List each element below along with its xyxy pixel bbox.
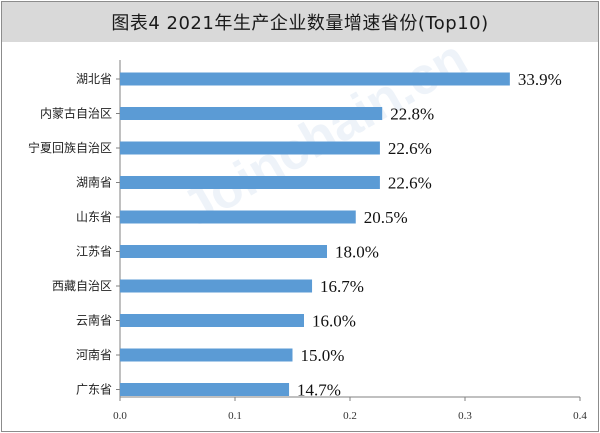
data-label: 22.6% — [388, 139, 432, 158]
data-label: 15.0% — [301, 346, 345, 365]
bar — [120, 279, 313, 293]
category-label: 山东省 — [76, 210, 112, 224]
data-label: 16.7% — [320, 277, 364, 296]
bar — [120, 383, 290, 396]
category-label: 广东省 — [76, 383, 112, 397]
bar — [120, 72, 510, 86]
category-label: 江苏省 — [76, 245, 112, 259]
category-label: 湖南省 — [76, 175, 112, 190]
bar — [120, 210, 356, 224]
category-label: 湖北省 — [76, 71, 112, 86]
chart-title: 图表4 2021年生产企业数量增速省份(Top10) — [111, 13, 489, 34]
x-tick-label: 0.2 — [343, 410, 357, 422]
data-label: 22.8% — [390, 105, 434, 124]
data-label: 14.7% — [297, 381, 341, 400]
x-tick-label: 0.4 — [573, 410, 587, 422]
data-label: 33.9% — [518, 70, 562, 89]
title-bar: 图表4 2021年生产企业数量增速省份(Top10) — [2, 2, 598, 42]
data-label: 16.0% — [312, 312, 356, 331]
x-tick-label: 0.3 — [458, 410, 472, 422]
bar — [120, 314, 304, 327]
bar — [120, 245, 327, 258]
data-label: 18.0% — [335, 243, 379, 262]
bar — [120, 348, 293, 362]
data-label: 20.5% — [364, 208, 408, 227]
category-label: 内蒙古自治区 — [40, 106, 112, 121]
bar — [120, 107, 383, 120]
bar — [120, 141, 380, 155]
category-label: 河南省 — [76, 347, 112, 362]
category-label: 西藏自治区 — [52, 279, 112, 293]
bar — [120, 176, 380, 189]
x-tick-label: 0.1 — [228, 410, 242, 422]
x-tick-label: 0.0 — [113, 410, 127, 422]
category-label: 宁夏回族自治区 — [28, 140, 112, 155]
category-label: 云南省 — [76, 313, 112, 328]
data-label: 22.6% — [388, 174, 432, 193]
